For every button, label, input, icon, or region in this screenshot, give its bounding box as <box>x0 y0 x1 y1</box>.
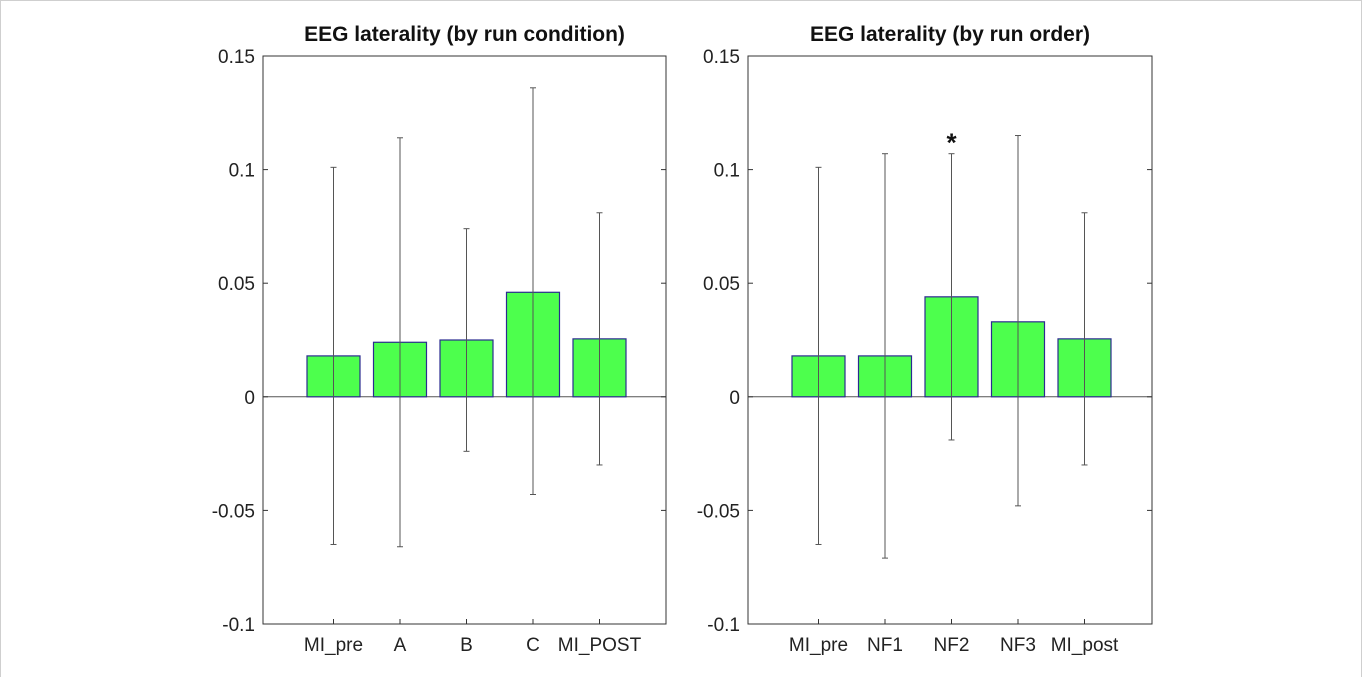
chart1-ytick-label: 0.15 <box>218 47 255 68</box>
chart2-xtick-label-NF2: NF2 <box>934 635 970 656</box>
chart2-xtick-label-MI_post: MI_post <box>1051 635 1119 656</box>
chart2-ytick-label: 0.1 <box>714 161 740 182</box>
chart2-title: EEG laterality (by run order) <box>810 23 1090 46</box>
chart1-xtick-label-A: A <box>394 635 407 656</box>
chart1-ytick-label: -0.1 <box>222 615 255 636</box>
chart1-xtick-label-MI_POST: MI_POST <box>558 635 642 656</box>
chart1-axes-box <box>262 55 667 625</box>
chart2-ytick-label: 0.05 <box>703 274 740 295</box>
chart2-xtick-label-NF3: NF3 <box>1000 635 1036 656</box>
chart1-xtick-label-MI_pre: MI_pre <box>304 635 363 656</box>
chart1-ytick-label: 0.1 <box>229 161 255 182</box>
chart1-xtick-label-C: C <box>526 635 540 656</box>
chart1-xtick-label-B: B <box>460 635 473 656</box>
chart1-title: EEG laterality (by run condition) <box>304 23 625 46</box>
chart2-xtick-label-NF1: NF1 <box>867 635 903 656</box>
chart1-ytick-label: 0.05 <box>218 274 255 295</box>
frame-top <box>0 0 1362 1</box>
chart2-ytick-label: -0.1 <box>707 615 740 636</box>
chart2-ytick-label: 0 <box>729 388 740 409</box>
chart2-axes-box <box>747 55 1153 625</box>
chart2-ytick-label: -0.05 <box>697 501 740 522</box>
chart2-ytick-label: 0.15 <box>703 47 740 68</box>
chart1-ytick-label: 0 <box>244 388 255 409</box>
chart1-ytick-label: -0.05 <box>212 501 255 522</box>
frame-left <box>0 0 1 677</box>
chart2-xtick-label-MI_pre: MI_pre <box>789 635 848 656</box>
chart2-annotation-NF2: * <box>946 128 957 158</box>
